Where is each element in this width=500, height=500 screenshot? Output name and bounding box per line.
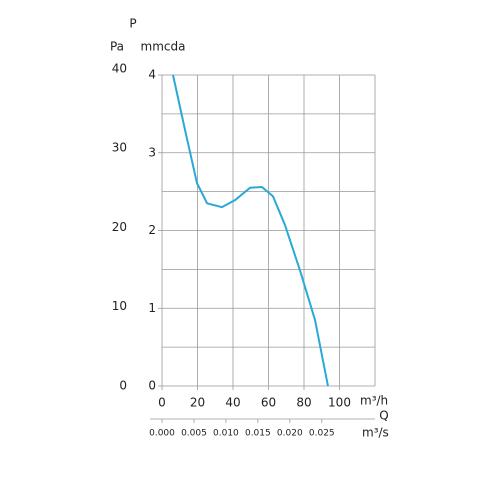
y-tick-label: 4	[148, 68, 156, 82]
y2-tick-label: 10	[112, 299, 127, 313]
curve	[172, 74, 329, 387]
y2-tick-label: 0	[119, 379, 127, 393]
x-unit: m³/h	[360, 394, 388, 408]
y-tick-label: 3	[148, 145, 156, 159]
x-symbol: Q	[379, 409, 388, 423]
y-tick-label: 0	[148, 379, 156, 393]
x-tick-label: 100	[328, 396, 351, 410]
y-symbol: P	[129, 17, 136, 31]
y2-unit: Pa	[110, 40, 124, 54]
x2-tick-label: 0.010	[213, 429, 239, 439]
y-tick-label: 2	[148, 223, 156, 237]
x2-tick-label: 0.015	[245, 429, 271, 439]
x-tick-label: 60	[261, 396, 276, 410]
x2-tick-label: 0.025	[309, 429, 335, 439]
x2-tick-label: 0.005	[181, 429, 207, 439]
x-tick-label: 80	[296, 396, 311, 410]
x-tick-label: 40	[225, 396, 240, 410]
x2-tick-label: 0.020	[277, 429, 303, 439]
y-tick-label: 1	[148, 301, 156, 315]
y2-tick-label: 20	[112, 220, 127, 234]
y2-tick-label: 30	[112, 141, 127, 155]
y-unit: mmcda	[141, 40, 186, 54]
y2-tick-label: 40	[112, 61, 127, 75]
x-tick-label: 0	[158, 396, 166, 410]
x2-unit: m³/s	[362, 426, 389, 440]
x-tick-label: 20	[190, 396, 205, 410]
x2-tick-label: 0.000	[149, 429, 175, 439]
